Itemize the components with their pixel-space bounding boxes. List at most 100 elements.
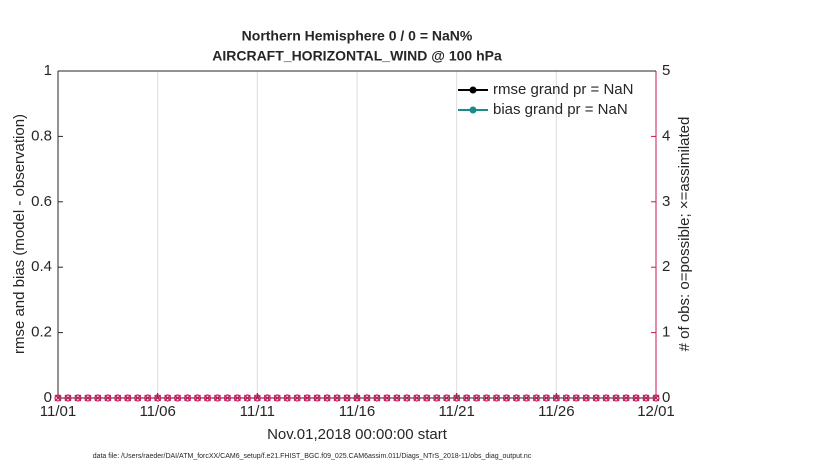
obs-marker [482, 394, 491, 402]
y-tick-label: 0.6 [31, 193, 52, 210]
obs-marker [154, 394, 162, 402]
obs-marker [174, 394, 182, 402]
x-tick-label: 11/06 [139, 403, 175, 420]
obs-marker [214, 394, 221, 402]
obs-marker [433, 394, 441, 402]
obs-marker [423, 394, 431, 402]
obs-marker [532, 394, 541, 402]
obs-marker [373, 394, 381, 402]
obs-marker [552, 394, 560, 402]
obs-marker [602, 394, 610, 402]
obs-marker [313, 394, 321, 402]
y-tick-label: 0 [44, 389, 52, 406]
obs-marker [572, 394, 580, 402]
y2-tick-label: 3 [662, 193, 670, 210]
obs-marker [453, 394, 461, 402]
obs-marker [233, 394, 241, 402]
obs-marker [393, 394, 401, 402]
obs-marker [393, 394, 401, 402]
obs-marker [213, 394, 222, 402]
obs-marker [104, 394, 112, 402]
obs-marker [383, 394, 391, 402]
x-tick-label: 11/26 [538, 403, 574, 420]
obs-marker [552, 394, 560, 402]
obs-marker [54, 394, 62, 402]
y-tick-label: 0.4 [31, 258, 52, 275]
obs-marker [233, 394, 241, 402]
obs-marker [104, 394, 112, 402]
obs-marker [562, 394, 570, 402]
obs-marker [144, 394, 152, 402]
footnote: data file: /Users/raeder/DAI/ATM_forcXX/… [93, 453, 532, 460]
y-tick-label: 0.2 [31, 324, 52, 341]
obs-marker [74, 394, 82, 402]
obs-marker [74, 394, 82, 402]
obs-marker [532, 394, 540, 402]
x-axis-label: Nov.01,2018 00:00:00 start [267, 426, 448, 443]
y2-axis-label: # of obs: o=possible; ×=assimilated [676, 117, 693, 352]
obs-marker [353, 394, 361, 402]
obs-marker [512, 394, 521, 402]
obs-marker [652, 394, 660, 402]
obs-marker [373, 394, 381, 402]
y2-tick-label: 1 [662, 324, 670, 341]
obs-marker [54, 394, 62, 402]
chart-subtitle: AIRCRAFT_HORIZONTAL_WIND @ 100 hPa [212, 48, 502, 64]
obs-marker [632, 394, 640, 402]
obs-marker [313, 394, 321, 402]
obs-marker [253, 394, 261, 402]
obs-marker [323, 394, 331, 402]
obs-marker [263, 394, 271, 402]
obs-marker [403, 394, 411, 402]
obs-marker [124, 394, 132, 402]
obs-marker [253, 394, 261, 402]
obs-marker [293, 394, 301, 402]
obs-marker [642, 394, 650, 402]
obs-marker [652, 394, 660, 402]
legend-label: bias grand pr = NaN [493, 101, 628, 118]
obs-marker [323, 394, 331, 402]
obs-marker [144, 394, 152, 402]
obs-marker [562, 394, 570, 402]
obs-marker [343, 394, 351, 402]
obs-marker [283, 394, 291, 402]
obs-marker [263, 394, 271, 402]
obs-marker [353, 394, 361, 402]
obs-marker [473, 394, 481, 402]
obs-marker [84, 394, 92, 402]
obs-marker [124, 394, 132, 402]
y-tick-label: 1 [44, 62, 52, 79]
obs-marker [503, 394, 510, 402]
obs-marker [64, 394, 72, 402]
obs-marker [493, 394, 500, 402]
obs-marker [154, 394, 162, 402]
obs-marker [333, 394, 341, 402]
y2-tick-label: 0 [662, 389, 670, 406]
obs-marker [164, 394, 172, 402]
obs-marker [363, 394, 371, 402]
obs-marker [513, 394, 520, 402]
x-tick-label: 11/16 [339, 403, 375, 420]
obs-marker [134, 394, 142, 402]
obs-marker [542, 394, 550, 402]
obs-marker [523, 394, 530, 402]
obs-marker [582, 394, 590, 402]
obs-marker [84, 394, 92, 402]
y-tick-label: 0.8 [31, 127, 52, 144]
obs-marker [283, 394, 291, 402]
legend-label: rmse grand pr = NaN [493, 81, 633, 98]
obs-marker [134, 394, 142, 402]
obs-marker [114, 394, 122, 402]
obs-marker [433, 394, 441, 402]
obs-marker [602, 394, 610, 402]
obs-marker [612, 394, 620, 402]
obs-marker [273, 394, 281, 402]
obs-marker [194, 394, 201, 402]
x-tick-label: 11/01 [40, 403, 76, 420]
obs-marker [413, 394, 421, 402]
obs-marker [303, 394, 311, 402]
obs-marker [492, 394, 501, 402]
obs-marker [164, 394, 172, 402]
legend-marker [469, 86, 477, 94]
